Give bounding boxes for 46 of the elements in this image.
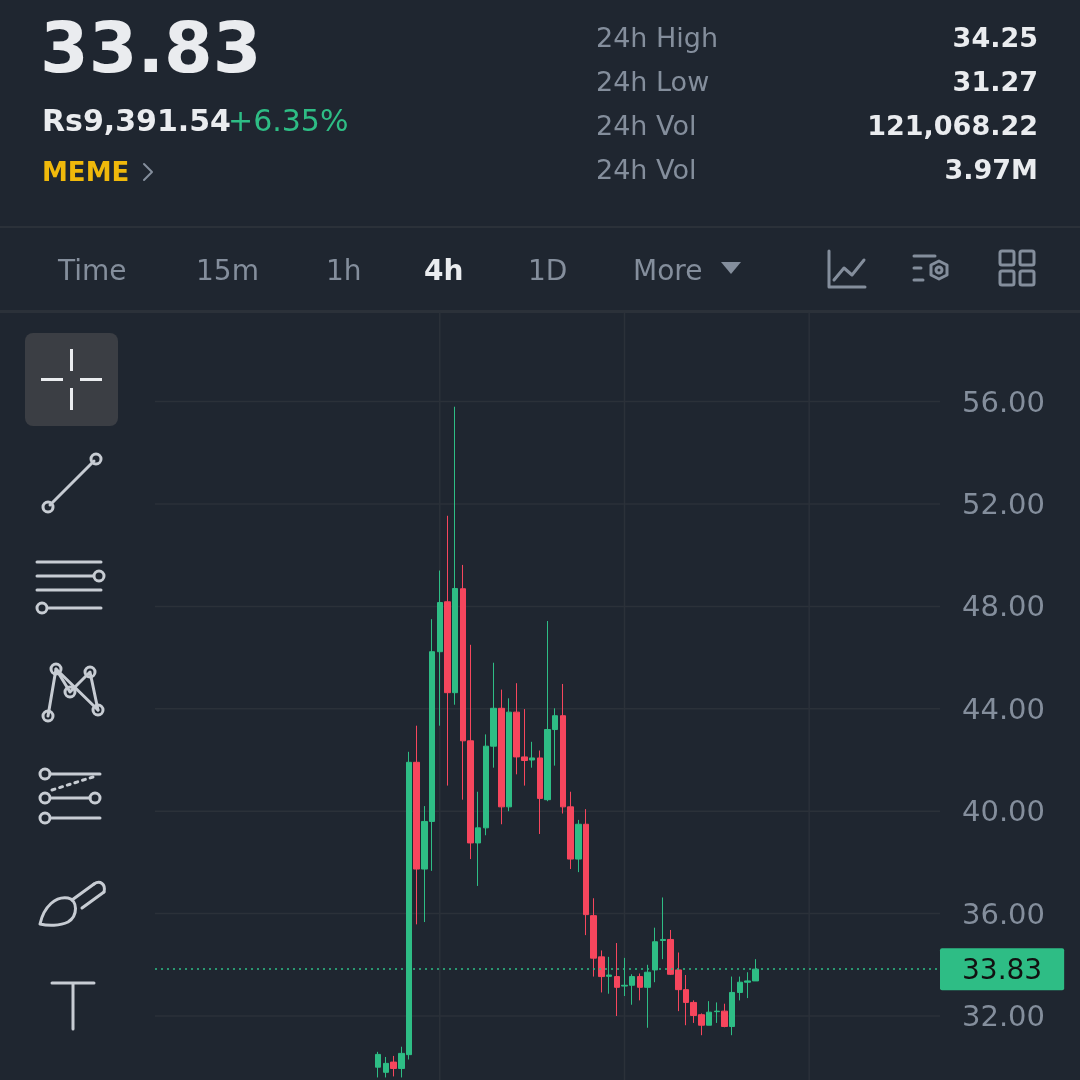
candlestick: [637, 973, 643, 1001]
y-tick-label: 32.00: [962, 999, 1046, 1033]
candlestick: [498, 689, 505, 825]
candlestick: [660, 896, 666, 960]
text: 34.25: [952, 21, 1038, 55]
y-tick-label: 40.00: [962, 794, 1046, 829]
candlestick: [444, 515, 451, 787]
candlestick: [537, 750, 543, 835]
candlestick: [475, 791, 481, 887]
text: 15m: [196, 253, 259, 289]
y-tick-label: 44.00: [962, 691, 1046, 726]
text: MEME: [42, 156, 130, 189]
ref-line-label: 33.83: [962, 952, 1043, 986]
text: 3.97M: [944, 153, 1038, 187]
candlestick: [729, 976, 735, 1036]
candlestick: [506, 697, 512, 812]
y-tick-label: 48.00: [962, 589, 1046, 624]
candlestick: [413, 725, 420, 925]
candlestick: [583, 808, 589, 936]
candlestick: [575, 819, 582, 873]
y-tick-label: 52.00: [962, 487, 1046, 521]
text: 24h Vol: [596, 109, 697, 143]
text: 31.27: [952, 65, 1038, 99]
chart-title: 33.83: [40, 7, 262, 89]
candlestick: [714, 1001, 720, 1024]
text: 24h High: [596, 21, 719, 55]
candlestick: [452, 406, 458, 706]
y-tick-label: 56.00: [962, 384, 1046, 419]
candlestick: [375, 1051, 381, 1078]
candlestick: [390, 1055, 397, 1077]
text: 24h Low: [596, 65, 710, 99]
text: 1h: [326, 253, 362, 289]
text: Time: [58, 253, 127, 289]
candlestick: [721, 1003, 728, 1028]
y-tick-label: 36.00: [962, 896, 1046, 931]
candlestick: [614, 942, 620, 1017]
candlestick: [529, 741, 535, 769]
text: 4h: [424, 253, 464, 289]
text: Rs9,391.54: [42, 102, 231, 140]
text: More: [633, 253, 703, 289]
candlestick: [437, 570, 443, 727]
candlestick: [706, 1000, 712, 1026]
text: 121,068.22: [867, 109, 1038, 143]
text: 1D: [528, 253, 568, 289]
text: 24h Vol: [596, 153, 697, 187]
candlestick: [383, 1056, 389, 1078]
